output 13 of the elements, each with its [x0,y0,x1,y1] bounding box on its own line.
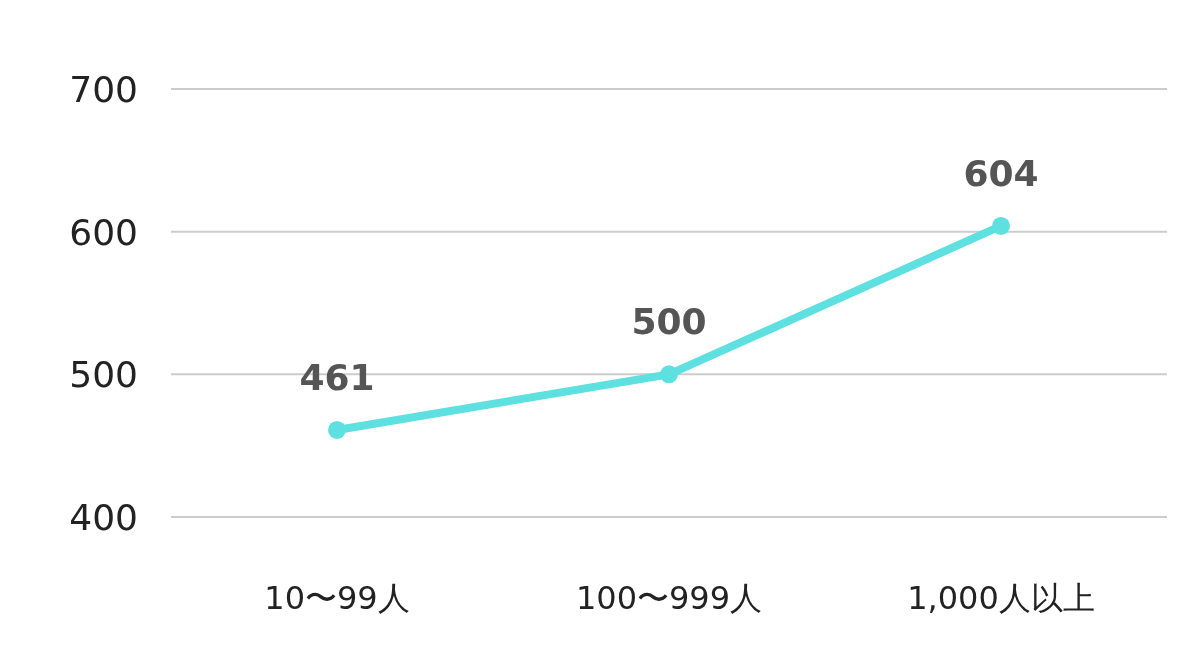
point [328,420,346,439]
data-label: 461 [299,356,375,398]
x-tick-label: 10〜99人 [264,579,410,617]
y-tick-label: 700 [69,69,138,110]
point [992,216,1010,235]
y-tick-label: 400 [69,497,138,538]
y-tick-label: 500 [69,354,138,396]
data-label: 500 [631,301,707,343]
data-label: 604 [963,152,1039,194]
x-tick-label: 1,000人以上 [907,579,1095,617]
y-tick-label: 600 [69,211,138,253]
x-tick-label: 100〜999人 [575,579,763,617]
point [660,365,678,384]
